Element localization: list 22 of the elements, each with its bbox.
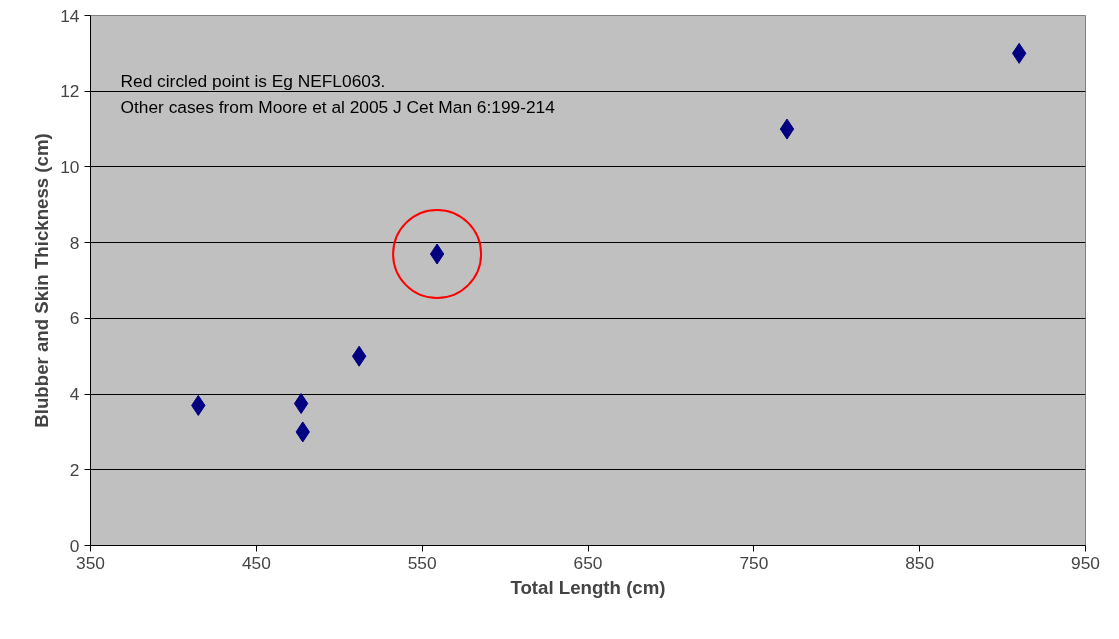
- x-tick-label: 950: [1071, 552, 1100, 573]
- x-tick-label: 750: [739, 552, 769, 573]
- point: [779, 118, 795, 140]
- y-tick-label: 10: [60, 156, 80, 177]
- y-tick-label: 6: [69, 308, 80, 329]
- y-tick-label: 4: [69, 384, 80, 405]
- x-tick-label: 450: [241, 552, 271, 573]
- point: [293, 393, 309, 415]
- annotation: Other cases from Moore et al 2005 J Cet Man 6:199-214: [120, 96, 556, 117]
- y-tick-label: 8: [69, 232, 80, 253]
- x-tick-label: 850: [905, 552, 935, 573]
- y-axis-title: Blubber and Skin Thickness (cm): [31, 133, 53, 428]
- x-tick-label: 550: [407, 552, 437, 573]
- point: [351, 345, 367, 367]
- point: [392, 209, 483, 299]
- x-tick-label: 650: [573, 552, 603, 573]
- x-axis-title: Total Length (cm): [510, 576, 666, 598]
- y-tick-label: 14: [60, 5, 80, 26]
- annotation: Red circled point is Eg NEFL0603.: [120, 70, 386, 91]
- point: [429, 243, 445, 265]
- y-tick-label: 2: [69, 459, 80, 480]
- y-tick-label: 12: [60, 81, 80, 102]
